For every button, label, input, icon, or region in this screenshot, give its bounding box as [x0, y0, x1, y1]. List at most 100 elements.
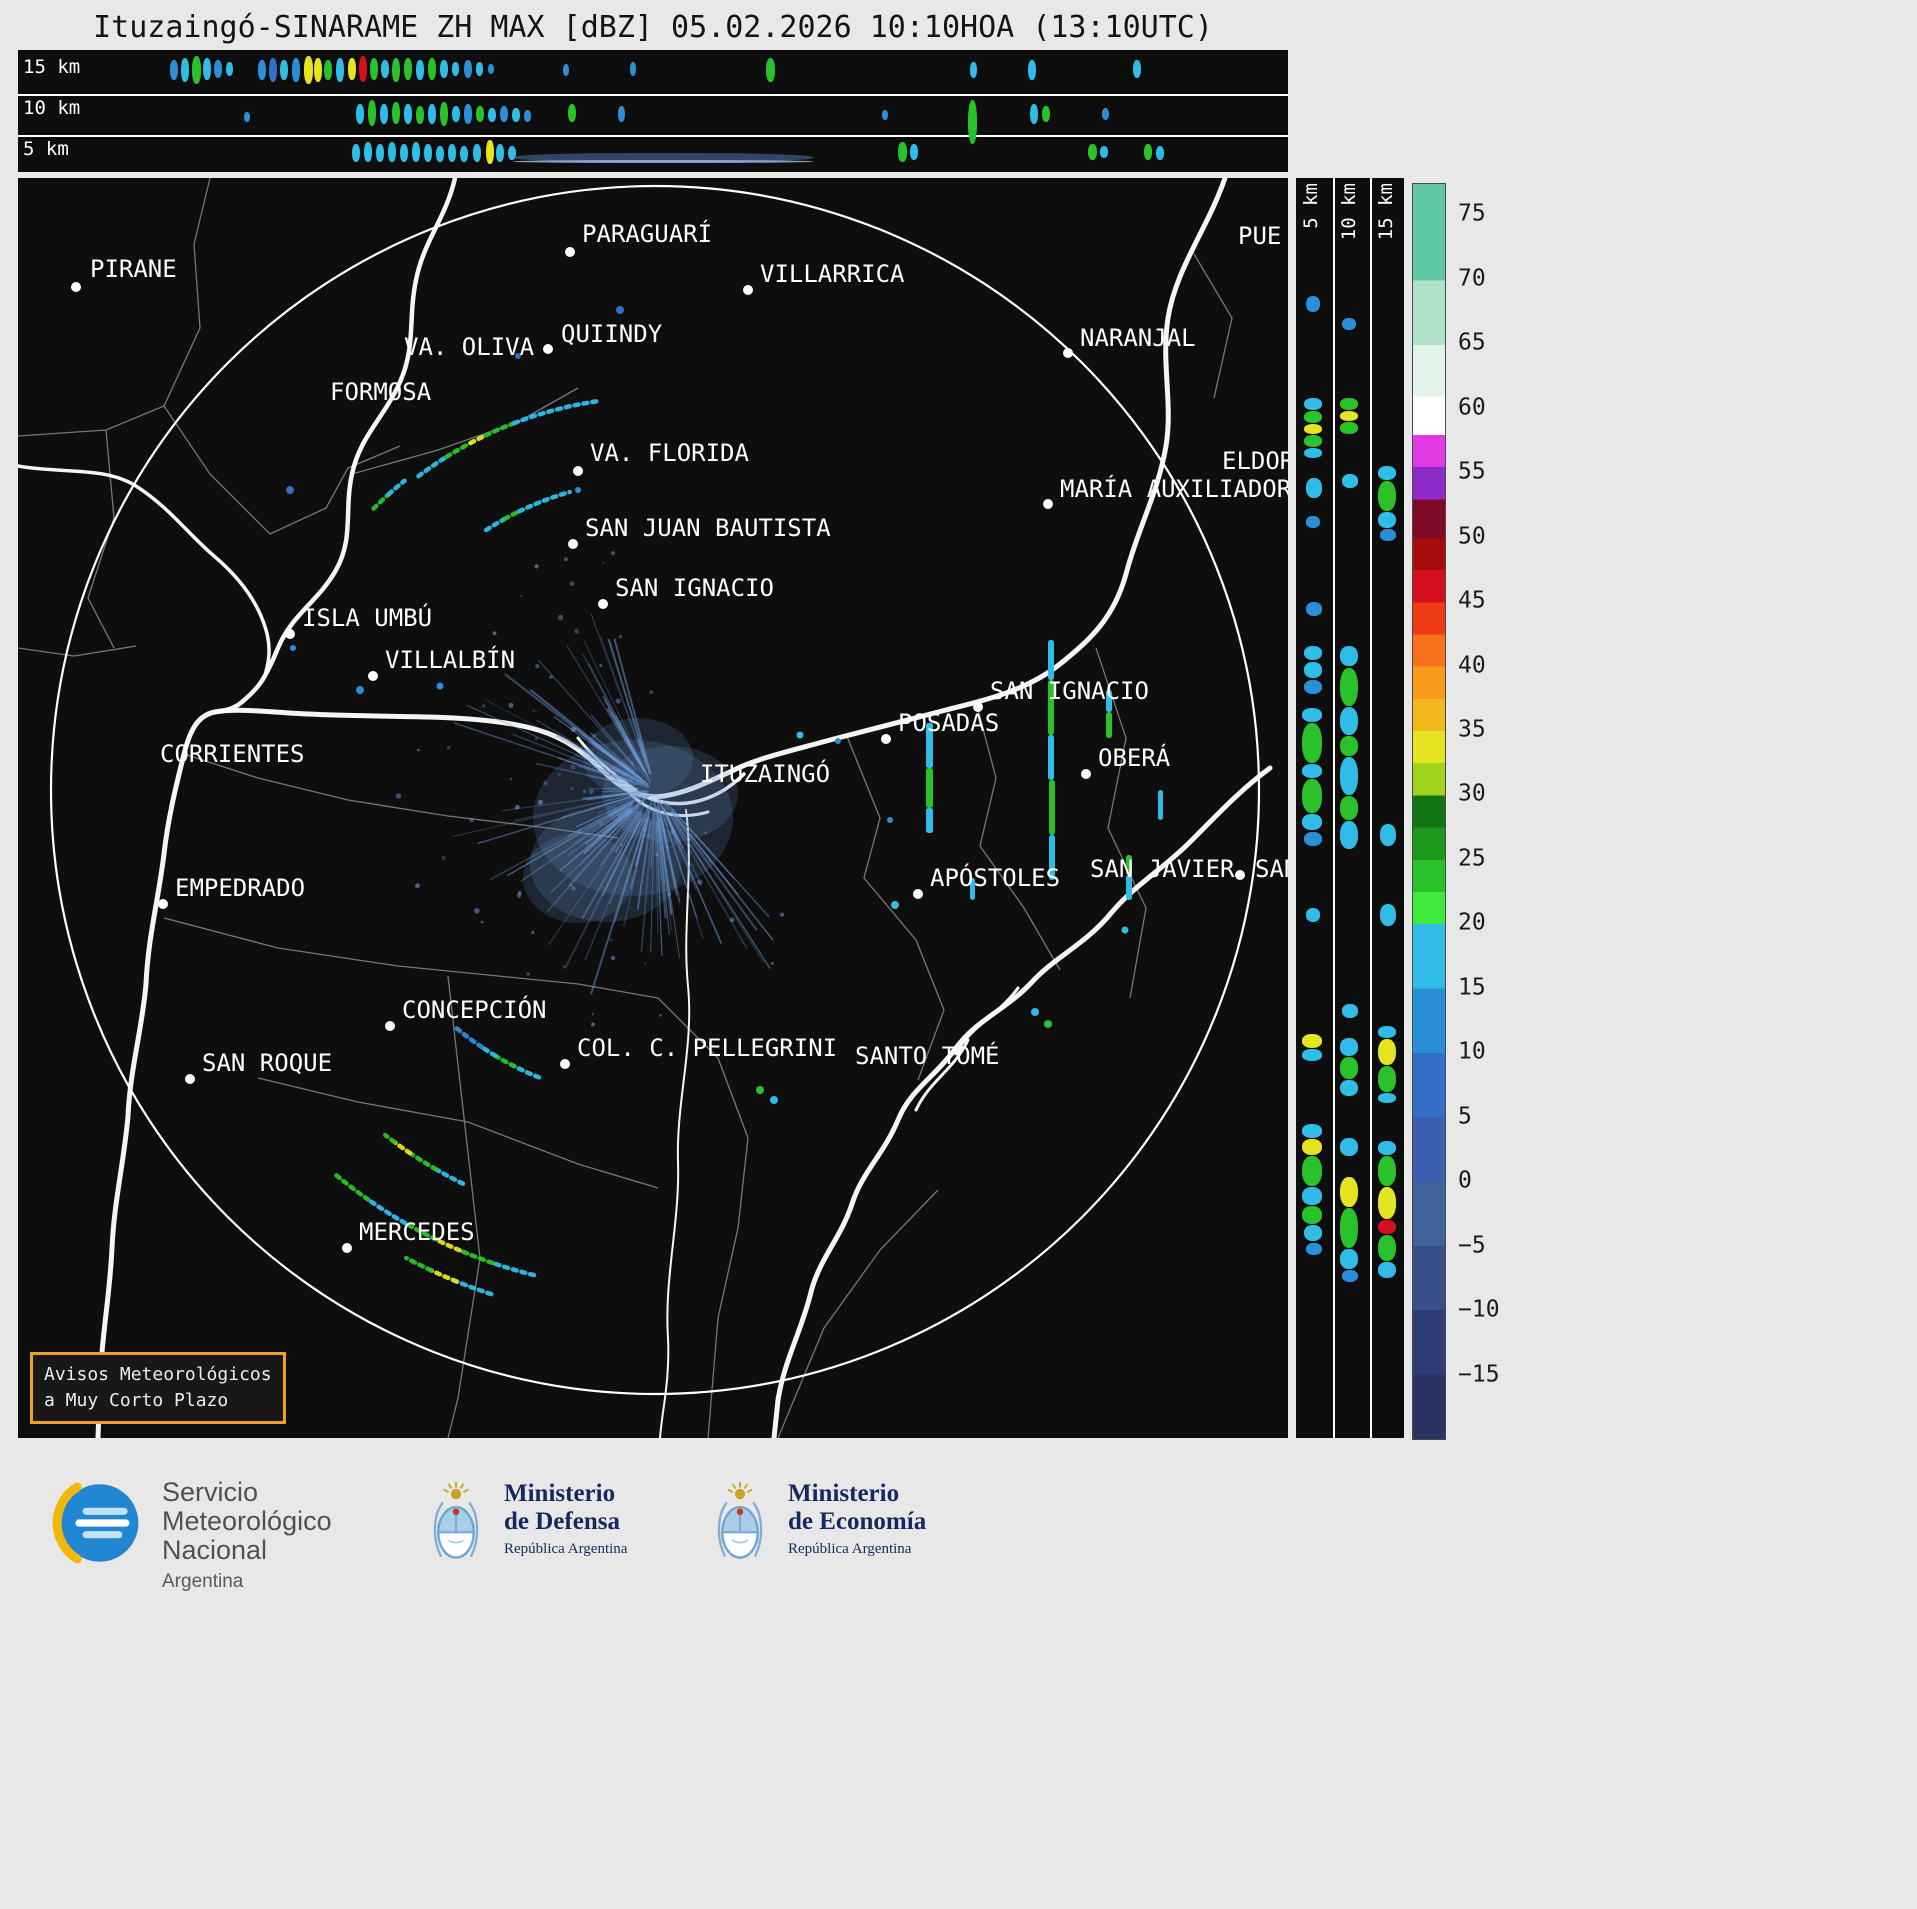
colorbar-tick-label: 65	[1458, 329, 1486, 356]
clutter-ray	[553, 716, 635, 776]
clutter-ray	[581, 813, 643, 920]
smn-name-line: Servicio	[162, 1477, 259, 1507]
echo-blob	[380, 104, 388, 124]
echo-blob	[392, 102, 400, 124]
echo-arc	[511, 398, 603, 426]
echo-blob	[1378, 1187, 1396, 1219]
echo-blob	[1378, 512, 1396, 528]
echo-dot	[887, 817, 893, 823]
echo-blob	[1340, 1038, 1358, 1056]
city-label: PIRANE	[90, 255, 177, 283]
echo-blob	[1306, 1243, 1322, 1255]
clutter-speckle	[588, 788, 594, 795]
clutter-ray	[584, 805, 650, 961]
city-dot	[1081, 769, 1091, 779]
clutter-speckle	[592, 733, 597, 738]
clutter-ray	[659, 818, 678, 896]
clutter-ray	[657, 807, 669, 862]
clutter-ray	[624, 794, 651, 818]
clutter-speckle	[618, 634, 623, 639]
clutter-ray	[546, 807, 640, 913]
echo-blob	[412, 142, 420, 162]
ministry-name-line: Ministerio	[788, 1480, 900, 1507]
admin-border	[351, 387, 579, 475]
city-label: OBERÁ	[1098, 743, 1171, 772]
echo-blob	[440, 102, 448, 126]
echo-blob	[356, 104, 364, 124]
clutter-ray	[663, 805, 748, 950]
city-dot	[973, 702, 983, 712]
clutter-ray	[658, 819, 672, 931]
echo-blob	[1378, 481, 1396, 511]
city-dot	[342, 1243, 352, 1253]
clutter-speckle	[520, 594, 523, 597]
echo-blob	[1306, 478, 1322, 498]
clutter-ray	[670, 815, 765, 963]
city-dot	[185, 1074, 195, 1084]
clutter-ray	[567, 803, 644, 887]
ministry-defensa-block: Ministerio de Defensa República Argentin…	[428, 1480, 627, 1566]
echo-blob	[882, 110, 888, 120]
clutter-ray	[670, 810, 774, 941]
clutter-ray	[668, 820, 689, 861]
echo-blob	[448, 144, 456, 162]
clutter-ray	[604, 699, 646, 773]
clutter-ray	[619, 760, 636, 775]
clutter-ray	[593, 766, 649, 789]
echo-dot	[756, 1086, 764, 1094]
echo-blob	[1302, 708, 1322, 722]
clutter-ray	[586, 806, 627, 832]
echo-blob	[1042, 106, 1050, 122]
admin-border	[163, 917, 659, 999]
colorbar-tick-label: 35	[1458, 716, 1486, 743]
clutter-speckle	[531, 930, 535, 935]
clutter-ray	[618, 785, 640, 790]
colorbar-gradient	[1412, 183, 1446, 1440]
clutter-ray	[513, 792, 641, 822]
river	[576, 736, 638, 792]
clutter-ray	[511, 732, 644, 787]
clutter-ray	[605, 796, 646, 829]
clutter-speckle	[615, 698, 621, 704]
echo-blob	[376, 144, 384, 162]
echo-blob	[476, 106, 484, 122]
clutter-ray	[650, 823, 655, 953]
warning-box[interactable]: Avisos Meteorológicos a Muy Corto Plazo	[30, 1352, 286, 1425]
echo-blob	[352, 144, 360, 162]
clutter-ray	[610, 711, 651, 782]
echo-blob	[1342, 1270, 1358, 1282]
clutter-speckle	[415, 883, 420, 889]
colorbar-tick-label: 45	[1458, 587, 1486, 614]
clutter-speckle	[659, 1014, 662, 1017]
echo-blob	[563, 64, 569, 76]
clutter-speckle	[591, 1022, 595, 1027]
echo-arc	[365, 1197, 408, 1226]
range-ring	[49, 184, 1261, 1396]
clutter-ray	[655, 806, 667, 919]
echo-blob	[1302, 1049, 1322, 1061]
clutter-ray	[613, 638, 652, 775]
clutter-ray	[590, 613, 648, 769]
clutter-speckle	[535, 737, 539, 741]
admin-border	[183, 753, 619, 839]
clutter-speckle	[537, 799, 543, 805]
band-label-10km-right: 10 km	[1338, 183, 1360, 241]
echo-dot	[770, 1096, 778, 1104]
river	[620, 780, 710, 817]
clutter-ray	[506, 794, 647, 877]
echo-arc	[489, 1260, 537, 1278]
echo-blob	[1302, 814, 1322, 830]
clutter-speckle	[570, 787, 574, 791]
river	[18, 464, 271, 680]
colorbar-tick-label: 70	[1458, 265, 1486, 292]
echo-blob	[568, 104, 576, 122]
clutter-speckle	[602, 561, 605, 564]
clutter-speckle	[610, 551, 616, 556]
smn-logo	[52, 1482, 139, 1564]
city-label: VILLALBÍN	[385, 645, 515, 674]
clutter-ray	[601, 818, 642, 897]
city-label: SAN JUAN BAUTISTA	[585, 514, 831, 542]
colorbar-tick-label: −5	[1458, 1232, 1486, 1259]
clutter-ray	[489, 799, 636, 881]
city-label: ELDOR	[1222, 447, 1288, 475]
